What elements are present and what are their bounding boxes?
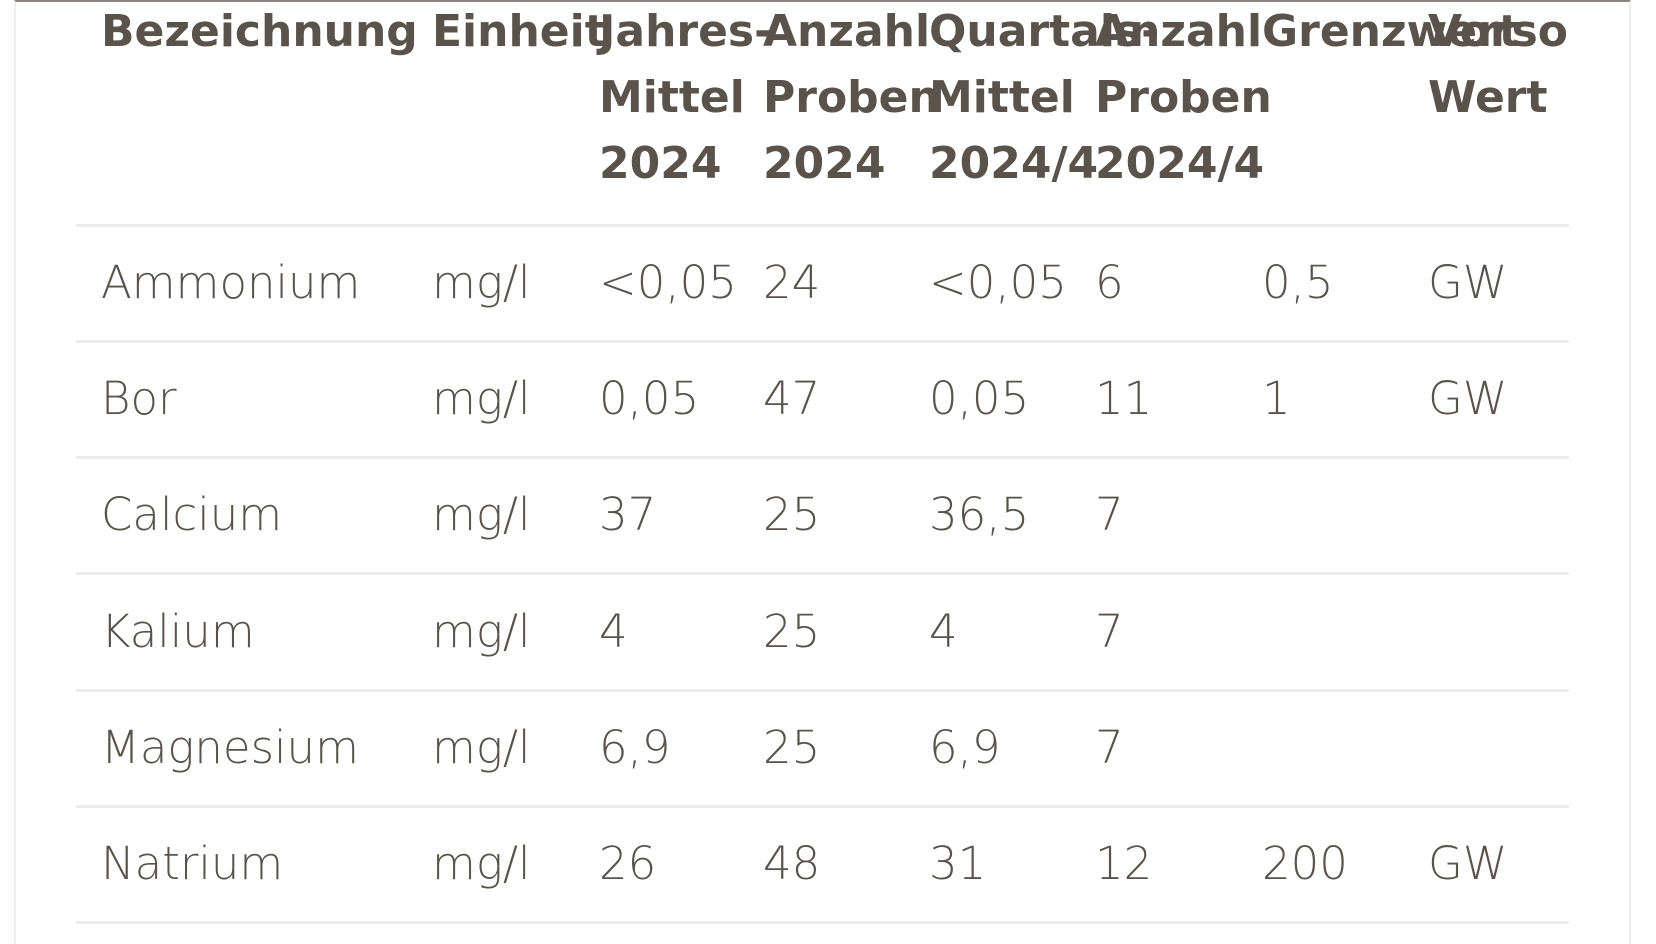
table-cell: 6,9 (599, 721, 671, 774)
row-divider (76, 572, 1569, 575)
row-divider (76, 224, 1569, 227)
table-cell: 0,05 (599, 372, 700, 425)
table-cell: mg/l (432, 604, 531, 658)
table-cell: 25 (763, 604, 821, 658)
header-text: Mittel (599, 72, 745, 123)
table-cell: 31 (929, 837, 987, 890)
table-cell: 6,9 (929, 721, 1001, 774)
header-text: 2024 (763, 138, 886, 189)
table-cell: Bor (101, 372, 177, 425)
table-cell: 6 (1095, 256, 1124, 309)
header-text: Einheit (432, 6, 606, 57)
table-cell: 12 (1095, 837, 1153, 890)
header-text: Anzahl (763, 6, 931, 57)
table-cell: mg/l (432, 721, 531, 774)
table-cell: mg/l (432, 372, 531, 425)
table-cell: 37 (599, 488, 657, 541)
header-text: Bezeichnung (101, 6, 418, 57)
table-cell: 24 (763, 256, 821, 309)
table-cell: 1 (1262, 372, 1291, 425)
table-cell: 4 (599, 604, 628, 658)
header-text: Vorsorge- (1428, 6, 1569, 57)
table-cell: <0,05 (929, 256, 1067, 309)
table-cell: Magnesium (101, 721, 359, 774)
table-cell: GW (1428, 837, 1508, 890)
frame (14, 0, 1631, 944)
table-cell: GW (1428, 256, 1508, 309)
header-text: Proben (1095, 72, 1272, 123)
table-cell: 7 (1095, 604, 1124, 658)
table-cell: 47 (763, 372, 821, 425)
row-divider (76, 340, 1569, 343)
table-cell: Calcium (101, 488, 283, 541)
header-text: Proben (763, 72, 940, 123)
table-cell: 0,5 (1262, 256, 1334, 309)
header-text: 2024/4 (1095, 138, 1265, 189)
table-cell: mg/l (432, 488, 531, 541)
table-cell: 4 (929, 604, 958, 658)
table-cell: 0,05 (929, 372, 1030, 425)
header-text: Grenzwert (1262, 6, 1520, 57)
header-text: Quartals- (929, 6, 1160, 57)
header-text: 2024/4 (929, 138, 1099, 189)
data-table: Bezeichnung Einheit Jahres- Mittel 2024 Anzah… (76, 6, 1569, 924)
header-text: 2024 (599, 138, 722, 189)
table-cell: 7 (1095, 721, 1124, 774)
row-divider (76, 689, 1569, 692)
table-cell: <0,05 (599, 256, 737, 309)
table-cell: 11 (1095, 372, 1153, 425)
table-cell: GW (1428, 372, 1508, 425)
table-cell: 36,5 (929, 488, 1030, 541)
header-text: Anzahl (1095, 6, 1263, 57)
header-text: Wert (1428, 72, 1548, 123)
table-cell: Natrium (101, 837, 284, 890)
table-cell: 25 (763, 488, 821, 541)
row-divider (76, 456, 1569, 459)
table-cell: 7 (1095, 488, 1124, 541)
table-cell: Ammonium (101, 256, 361, 309)
row-divider (76, 805, 1569, 808)
row-divider (76, 921, 1569, 924)
table-cell: mg/l (432, 837, 531, 890)
header-text: Mittel (929, 72, 1075, 123)
table-cell: Kalium (101, 604, 255, 658)
header-text: Jahres- (599, 6, 773, 57)
table-cell: 25 (763, 721, 821, 774)
table-cell: 200 (1262, 837, 1348, 890)
table-cell: 48 (763, 837, 821, 890)
table-cell: mg/l (432, 256, 531, 309)
table-cell: 26 (599, 837, 657, 890)
